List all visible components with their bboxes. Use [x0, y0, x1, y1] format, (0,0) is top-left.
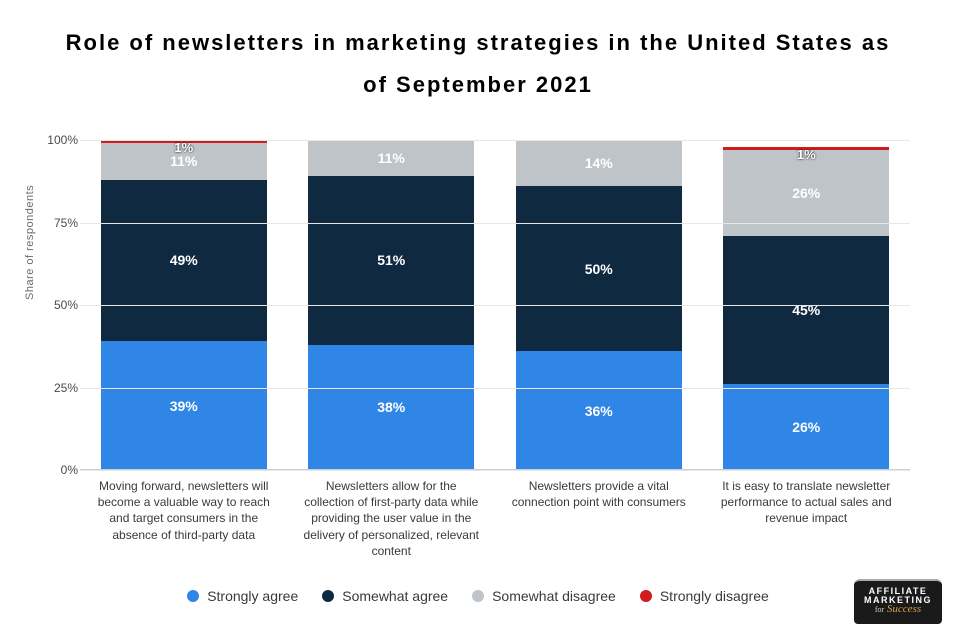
category-label: Newsletters provide a vital connection p…	[507, 478, 690, 559]
bar-segment-somewhat_agree: 50%	[516, 186, 682, 351]
y-tick-label: 25%	[44, 381, 78, 395]
bar-value-label: 14%	[585, 155, 613, 171]
bar-segment-somewhat_agree: 49%	[101, 180, 267, 342]
bar-segment-strongly_agree: 39%	[101, 341, 267, 470]
y-tick-label: 75%	[44, 216, 78, 230]
bar-value-label: 38%	[377, 399, 405, 415]
legend-label: Strongly disagree	[660, 588, 769, 604]
bar-segment-strongly_agree: 38%	[308, 345, 474, 470]
category-labels: Moving forward, newsletters will become …	[80, 478, 910, 559]
bar-value-label: 50%	[585, 261, 613, 277]
gridline	[80, 388, 910, 389]
affiliate-logo: AFFILIATE MARKETING for Success	[854, 579, 942, 624]
bar-value-label: 26%	[792, 419, 820, 435]
category-label: It is easy to translate newsletter perfo…	[715, 478, 898, 559]
category-label: Newsletters allow for the collection of …	[300, 478, 483, 559]
bar-value-label: 36%	[585, 403, 613, 419]
bar-value-label: 11%	[170, 153, 197, 169]
legend-swatch	[640, 590, 652, 602]
bar-value-label: 51%	[377, 252, 405, 268]
y-axis-title: Share of respondents	[24, 185, 36, 300]
y-tick-label: 50%	[44, 298, 78, 312]
legend-swatch	[472, 590, 484, 602]
bar-segment-somewhat_disagree: 11%	[308, 140, 474, 176]
bar-segment-somewhat_agree: 51%	[308, 176, 474, 344]
legend: Strongly agree Somewhat agree Somewhat dis…	[0, 588, 956, 604]
category-label: Moving forward, newsletters will become …	[92, 478, 275, 559]
legend-swatch	[322, 590, 334, 602]
bar-segment-somewhat_disagree: 14%	[516, 140, 682, 186]
bar-segment-somewhat_agree: 45%	[723, 236, 889, 385]
y-tick-label: 0%	[44, 463, 78, 477]
bar-value-label: 26%	[792, 185, 820, 201]
stacked-bar: 26% 45% 26% 1%	[723, 147, 889, 470]
bar-value-label: 39%	[170, 398, 198, 414]
legend-label: Somewhat agree	[342, 588, 448, 604]
x-axis-line	[80, 469, 910, 470]
bar-value-label: 1%	[797, 147, 816, 162]
bar-value-label: 49%	[170, 252, 198, 268]
gridline	[80, 305, 910, 306]
legend-item-somewhat_disagree: Somewhat disagree	[472, 588, 616, 604]
bar-segment-strongly_disagree: 1%	[723, 147, 889, 150]
bar-value-label: 11%	[378, 150, 405, 166]
bar-segment-strongly_agree: 26%	[723, 384, 889, 470]
plot-area: 39%49%11%1%38%51%11%36%50%14%26%45%26%1%	[80, 140, 910, 470]
legend-item-strongly_agree: Strongly agree	[187, 588, 298, 604]
bar-segment-strongly_agree: 36%	[516, 351, 682, 470]
logo-line3: for Success	[864, 604, 932, 616]
gridline	[80, 223, 910, 224]
gridline	[80, 470, 910, 471]
y-tick-label: 100%	[44, 133, 78, 147]
legend-item-somewhat_agree: Somewhat agree	[322, 588, 448, 604]
legend-label: Strongly agree	[207, 588, 298, 604]
legend-label: Somewhat disagree	[492, 588, 616, 604]
legend-swatch	[187, 590, 199, 602]
gridline	[80, 140, 910, 141]
chart-title: Role of newsletters in marketing strateg…	[0, 0, 956, 114]
legend-item-strongly_disagree: Strongly disagree	[640, 588, 769, 604]
bar-value-label: 1%	[174, 140, 193, 155]
